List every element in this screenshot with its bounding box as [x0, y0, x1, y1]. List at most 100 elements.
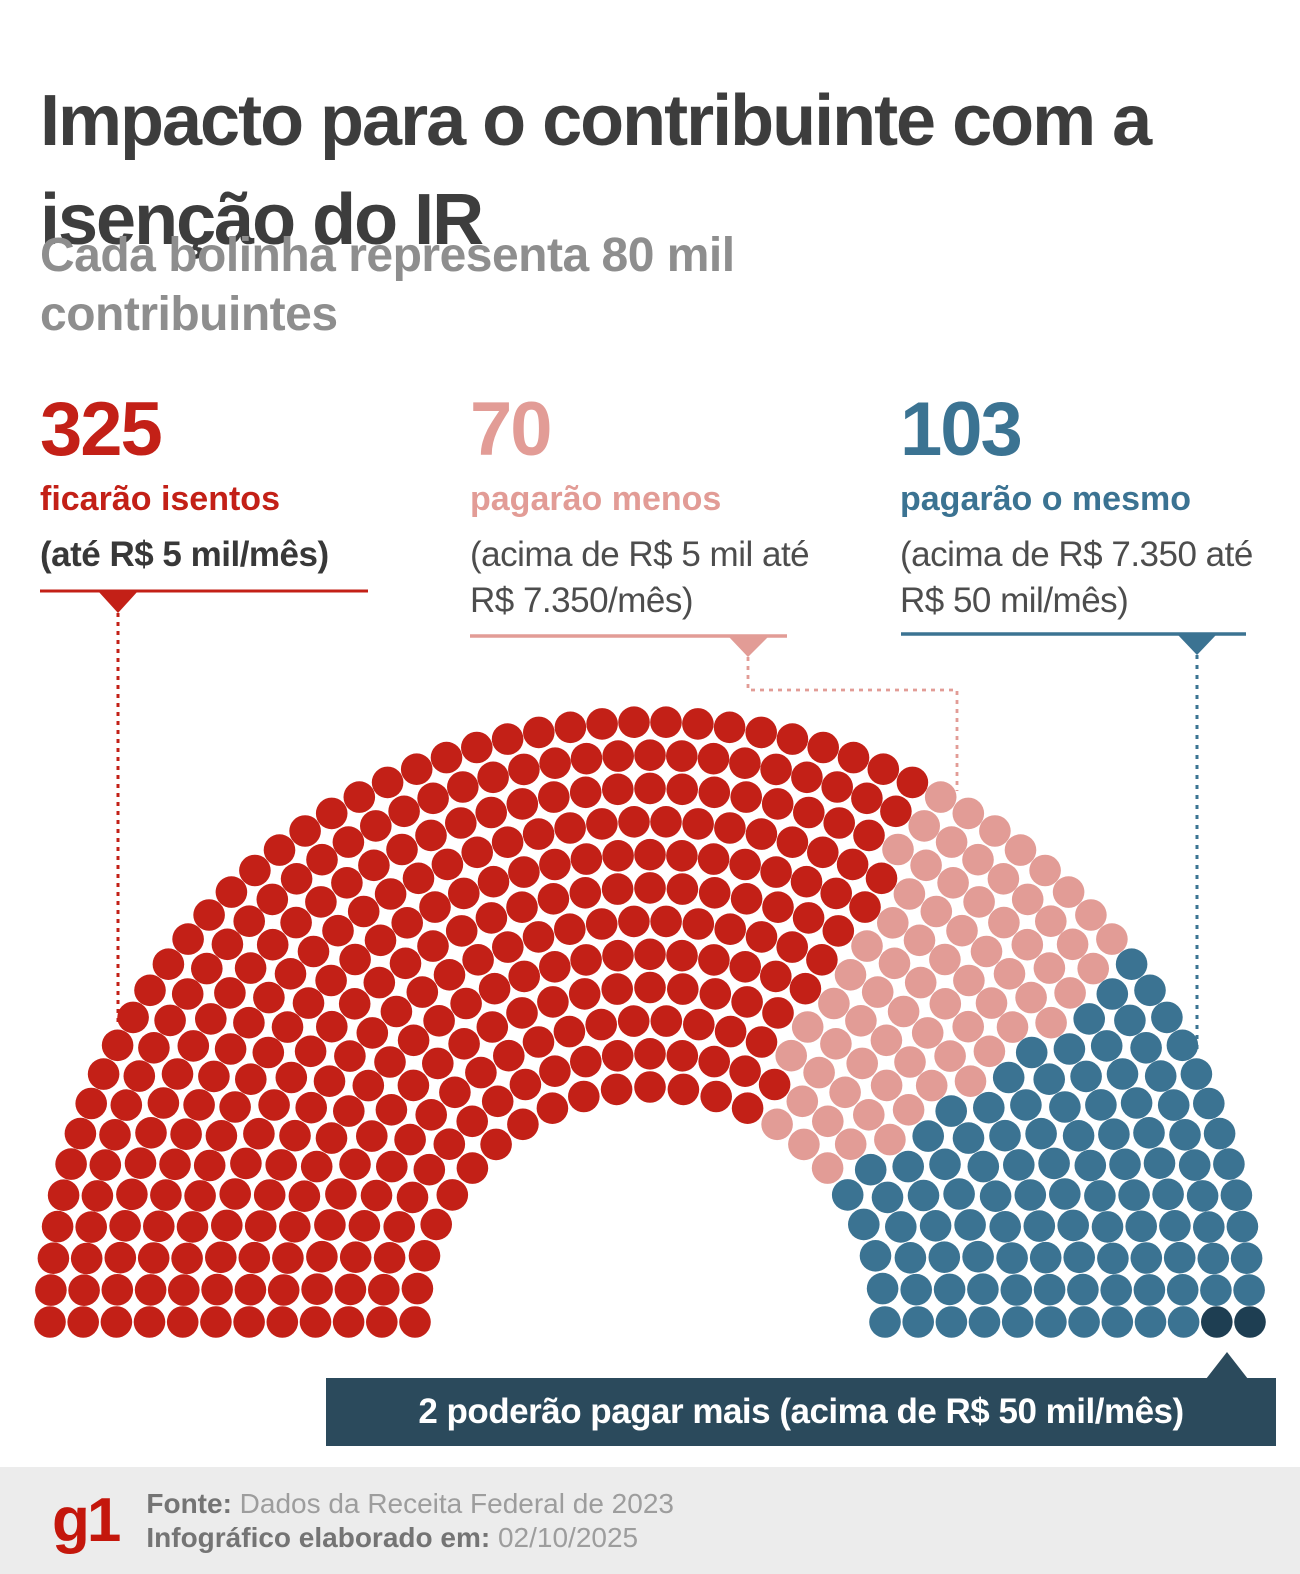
page-subtitle: Cada bolinha representa 80 mil contribui… — [40, 229, 735, 341]
seat-dot — [419, 891, 451, 923]
credits: Fonte: Dados da Receita Federal de 2023 … — [146, 1487, 674, 1555]
seat-dot — [786, 1085, 819, 1118]
seat-dots — [34, 706, 1266, 1338]
seat-dot — [306, 843, 338, 876]
seat-dot — [874, 1123, 906, 1156]
seat-dot — [569, 776, 602, 809]
seat-dot — [871, 1181, 904, 1214]
seat-dot — [68, 1274, 100, 1306]
seat-dot — [666, 939, 698, 972]
seat-dot — [988, 906, 1020, 939]
seat-dot — [869, 1306, 901, 1338]
seat-dot — [894, 1046, 926, 1078]
banner-arrow-up — [1206, 1352, 1248, 1379]
leader-red — [40, 589, 368, 1022]
seat-dot — [1201, 1306, 1233, 1338]
seat-dot — [554, 711, 587, 744]
seat-dot — [360, 1179, 393, 1212]
seat-dot — [1118, 1179, 1150, 1211]
seat-dot — [239, 854, 271, 887]
seat-dot — [865, 862, 898, 895]
seat-dot — [618, 905, 650, 938]
seat-dot — [896, 766, 929, 799]
seat-dot — [265, 1149, 298, 1181]
seat-dot — [963, 886, 995, 918]
seat-dot — [729, 1055, 761, 1087]
seat-dot — [117, 1001, 149, 1034]
seat-dot — [776, 826, 809, 858]
seat-dot — [358, 849, 390, 882]
seat-dot — [288, 1180, 321, 1212]
seat-dot — [138, 1032, 170, 1064]
pagar-mais-banner: 2 poderão pagar mais (acima de R$ 50 mil… — [326, 1378, 1276, 1446]
seat-dot — [1115, 948, 1148, 980]
seat-dot — [388, 795, 420, 828]
seat-dot — [792, 902, 825, 934]
seat-dot — [634, 971, 666, 1004]
seat-dot — [315, 1122, 348, 1154]
seat-dot — [238, 1241, 271, 1274]
seat-dot — [870, 1069, 903, 1102]
seat-dot — [618, 806, 650, 838]
seat-dot — [954, 1209, 986, 1241]
seat-dot — [332, 1306, 365, 1338]
seat-dot — [415, 1099, 448, 1131]
seat-dot — [375, 1094, 408, 1126]
seat-dot — [506, 788, 539, 820]
stat-block-pagarao-menos: 70 pagarão menos (acima de R$ 5 mil até … — [470, 392, 840, 624]
seat-dot — [201, 1273, 233, 1306]
seat-dot — [820, 1028, 852, 1060]
seat-dot — [570, 843, 603, 875]
seat-dot — [973, 1091, 1005, 1124]
seat-dot — [433, 959, 466, 991]
seat-dot — [35, 1274, 67, 1306]
seat-dot — [934, 1040, 966, 1072]
seat-dot — [1233, 1274, 1265, 1306]
seat-dot — [256, 928, 289, 961]
seat-dot — [933, 1273, 966, 1306]
seat-dot — [1090, 1030, 1123, 1062]
seat-dot — [1166, 1029, 1199, 1062]
seat-dot — [729, 747, 761, 779]
seat-dot — [461, 731, 493, 764]
seat-dot — [760, 753, 792, 786]
seat-dot — [943, 1178, 975, 1210]
seat-dot — [714, 913, 746, 945]
seat-dot — [1120, 1087, 1153, 1119]
seat-dot — [975, 987, 1008, 1019]
stat-range-pagarao-menos: (acima de R$ 5 mil até R$ 7.350/mês) — [470, 535, 810, 620]
seat-dot — [272, 1242, 304, 1274]
seat-dot — [554, 812, 586, 844]
seat-dot — [1200, 1274, 1232, 1306]
seat-dot — [147, 1087, 180, 1119]
seat-dot — [280, 906, 312, 939]
seat-dot — [1193, 1087, 1225, 1120]
seat-dot — [274, 958, 307, 990]
seat-dot — [553, 1015, 586, 1048]
seat-dot — [417, 930, 449, 962]
seat-dot — [75, 1211, 107, 1243]
seat-dot — [253, 1179, 286, 1211]
seat-dot — [1101, 1306, 1134, 1338]
seat-dot — [666, 773, 698, 806]
seat-dot — [729, 848, 761, 881]
seat-dot — [1062, 1120, 1095, 1152]
seat-dot — [682, 908, 715, 940]
seat-dot — [537, 883, 570, 915]
seat-dot — [373, 1242, 406, 1274]
seat-dot — [987, 863, 1020, 895]
seat-dot — [1234, 1306, 1266, 1338]
seat-dot — [790, 865, 823, 898]
seat-dot — [634, 772, 666, 805]
seat-dot — [313, 1065, 346, 1097]
seat-dot — [537, 986, 569, 1018]
seat-dot — [585, 908, 618, 940]
seat-dot — [970, 935, 1003, 968]
seat-dot — [465, 1056, 497, 1089]
seat-dot — [193, 899, 225, 931]
seat-dot — [152, 948, 185, 980]
seat-dot — [962, 843, 994, 876]
seat-dot — [75, 1087, 107, 1120]
seat-dot — [137, 1242, 170, 1274]
seat-dot — [386, 833, 418, 866]
